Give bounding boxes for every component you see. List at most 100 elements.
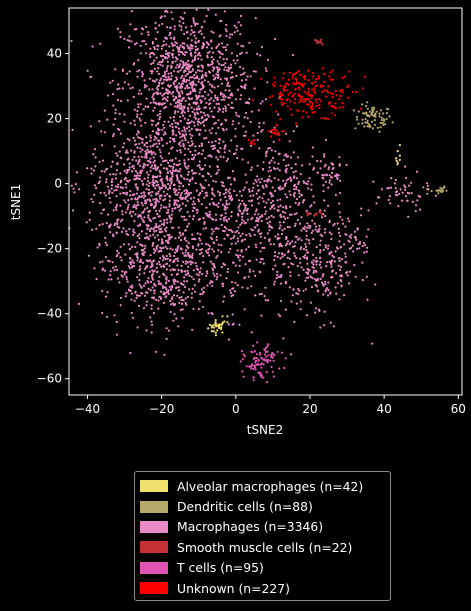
data-point — [192, 90, 195, 93]
data-point — [246, 212, 249, 215]
data-point — [240, 79, 243, 82]
legend-label: Smooth muscle cells (n=22) — [177, 539, 353, 555]
data-point — [177, 205, 180, 208]
data-point — [323, 165, 326, 168]
data-point — [165, 49, 168, 53]
data-point — [254, 368, 257, 371]
data-point — [186, 44, 189, 47]
data-point — [103, 170, 106, 173]
data-point — [319, 100, 322, 103]
scatter-points — [68, 8, 448, 384]
data-point — [241, 215, 244, 218]
data-point — [180, 302, 184, 305]
data-point — [329, 71, 332, 74]
data-point — [128, 35, 131, 38]
data-point — [343, 75, 346, 78]
data-point — [330, 237, 333, 241]
data-point — [204, 157, 207, 160]
data-point — [360, 207, 363, 210]
data-point — [334, 107, 338, 110]
data-point — [133, 150, 136, 153]
data-point — [334, 250, 337, 253]
data-point — [171, 248, 174, 251]
data-point — [217, 151, 221, 154]
data-point — [353, 263, 356, 267]
data-point — [227, 338, 230, 341]
data-point — [158, 24, 161, 27]
data-point — [156, 85, 159, 88]
data-point — [192, 17, 195, 20]
data-point — [119, 180, 122, 183]
data-point — [141, 141, 144, 144]
data-point — [140, 201, 143, 205]
legend-swatch — [140, 561, 168, 574]
data-point — [169, 159, 172, 162]
data-point — [328, 231, 331, 234]
data-point — [118, 112, 121, 115]
data-point — [244, 208, 247, 211]
data-point — [256, 362, 259, 366]
data-point — [254, 294, 257, 297]
data-point — [160, 136, 163, 140]
data-point — [286, 89, 289, 92]
data-point — [181, 252, 184, 255]
data-point — [131, 286, 134, 289]
data-point — [155, 56, 158, 59]
data-point — [327, 186, 330, 189]
data-point — [239, 254, 242, 257]
data-point — [327, 289, 330, 292]
data-point — [184, 74, 187, 77]
data-point — [123, 81, 126, 84]
data-point — [239, 202, 242, 205]
data-point — [179, 69, 182, 72]
data-point — [179, 149, 182, 152]
data-point — [155, 222, 158, 226]
data-point — [149, 55, 152, 59]
data-point — [320, 41, 323, 44]
data-point — [339, 89, 342, 92]
data-point — [196, 65, 199, 68]
data-point — [324, 138, 328, 141]
data-point — [215, 102, 218, 105]
data-point — [182, 177, 186, 180]
data-point — [165, 43, 168, 46]
data-point — [199, 128, 202, 132]
data-point — [215, 132, 218, 135]
data-point — [312, 238, 315, 241]
data-point — [272, 243, 276, 246]
data-point — [150, 150, 153, 153]
data-point — [185, 66, 189, 69]
data-point — [411, 200, 414, 203]
data-point — [217, 68, 220, 71]
data-point — [208, 254, 211, 257]
data-point — [132, 164, 135, 167]
data-point — [226, 206, 229, 209]
data-point — [89, 125, 92, 128]
data-point — [294, 201, 297, 204]
data-point — [134, 169, 137, 173]
data-point — [173, 137, 176, 141]
data-point — [193, 124, 196, 127]
data-point — [269, 243, 272, 246]
data-point — [288, 243, 291, 246]
data-point — [330, 263, 333, 266]
data-point — [340, 284, 343, 287]
data-point — [290, 353, 293, 356]
data-point — [145, 187, 148, 191]
data-point — [319, 233, 322, 236]
data-point — [187, 170, 190, 174]
data-point — [168, 78, 171, 81]
data-point — [171, 126, 174, 129]
data-point — [190, 52, 193, 55]
data-point — [125, 191, 129, 194]
data-point — [335, 272, 338, 275]
data-point — [295, 256, 298, 260]
data-point — [143, 236, 147, 240]
data-point — [168, 199, 171, 202]
data-point — [313, 87, 316, 90]
data-point — [330, 270, 334, 273]
data-point — [365, 104, 368, 108]
data-point — [233, 189, 236, 193]
data-point — [145, 183, 148, 186]
data-point — [178, 180, 181, 183]
